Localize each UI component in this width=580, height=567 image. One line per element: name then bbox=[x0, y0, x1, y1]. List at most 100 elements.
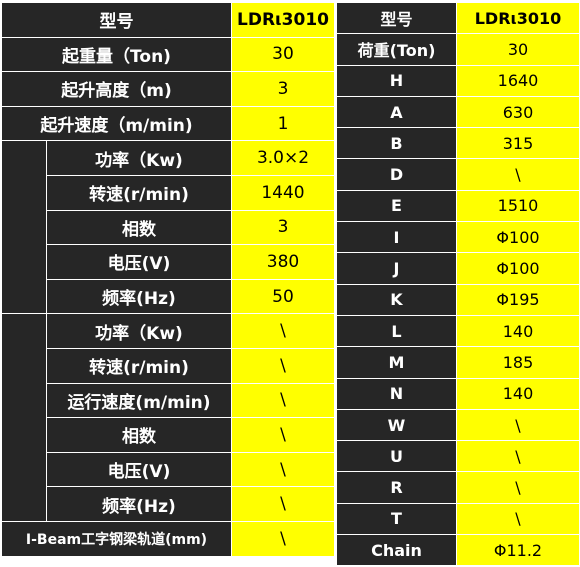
table-row: N 140 bbox=[336, 377, 580, 410]
dim-value: 30 bbox=[456, 33, 580, 66]
table-row: 荷重(Ton) 30 bbox=[336, 33, 580, 66]
table-row: M 185 bbox=[336, 346, 580, 379]
table-row: 起重量（Ton) 30 bbox=[1, 36, 335, 73]
spec-value: \ bbox=[231, 382, 335, 419]
spec-label: 转速(r/min) bbox=[46, 347, 232, 384]
table-row: L 140 bbox=[336, 314, 580, 348]
table-row: 起升高度（m) 3 bbox=[1, 71, 335, 107]
model-value: LDRι3010 bbox=[456, 1, 580, 35]
table-row: D \ bbox=[336, 158, 580, 191]
spec-label: 频率(Hz) bbox=[46, 486, 232, 522]
dim-label: J bbox=[336, 252, 457, 285]
dim-label: U bbox=[336, 440, 457, 473]
table-row: U \ bbox=[336, 440, 580, 473]
dim-label: R bbox=[336, 471, 457, 504]
table-row: 转速(r/min) 1440 bbox=[2, 174, 335, 211]
table-row: 转速(r/min) \ bbox=[2, 347, 335, 384]
spec-label: 相数 bbox=[46, 209, 232, 246]
dim-label: D bbox=[336, 158, 457, 191]
dim-value: 630 bbox=[456, 95, 580, 129]
specs-table-left: 型号 LDRι3010 起重量（Ton) 30 起升高度（m) 3 起升速度（m… bbox=[1, 2, 335, 557]
spec-label: 运行速度(m/min) bbox=[46, 382, 232, 419]
dim-value: Φ11.2 bbox=[456, 534, 580, 567]
spec-label: 相数 bbox=[46, 417, 232, 453]
dim-value: Φ195 bbox=[456, 283, 580, 316]
spec-label: 功率（Kw) bbox=[46, 140, 232, 176]
dim-label: N bbox=[336, 377, 457, 410]
table-row: 运行速度(m/min) \ bbox=[2, 382, 335, 419]
table-row: I Φ100 bbox=[336, 221, 580, 254]
spec-value: \ bbox=[231, 417, 335, 453]
dim-label: W bbox=[336, 408, 457, 442]
spec-label: 功率（Kw) bbox=[46, 313, 232, 349]
dim-label: 荷重(Ton) bbox=[336, 33, 457, 66]
spec-value: 380 bbox=[231, 244, 335, 280]
dim-value: \ bbox=[456, 440, 580, 473]
spec-value: 30 bbox=[231, 36, 335, 73]
spec-value: \ bbox=[231, 451, 335, 488]
table-row: 型号 LDRι3010 bbox=[1, 2, 335, 38]
spec-label: 起重量（Ton) bbox=[1, 36, 232, 73]
dim-value: 185 bbox=[456, 346, 580, 379]
model-label: 型号 bbox=[1, 2, 232, 38]
dim-value: 140 bbox=[456, 377, 580, 410]
table-row: 型号 LDRι3010 bbox=[336, 1, 580, 35]
table-row: 相数 \ bbox=[2, 417, 335, 453]
table-row: J Φ100 bbox=[336, 252, 580, 285]
travel-motor-group-cell bbox=[1, 313, 47, 522]
spec-value: \ bbox=[231, 347, 335, 384]
dim-value: 315 bbox=[456, 127, 580, 160]
dim-label: A bbox=[336, 95, 457, 129]
ibeam-value: \ bbox=[231, 520, 335, 557]
table-row: 相数 3 bbox=[2, 209, 335, 246]
table-row: R \ bbox=[336, 471, 580, 504]
dimensions-table-right: 型号 LDRι3010 荷重(Ton) 30 H 1640 A 630 B 315 D \… bbox=[336, 1, 580, 567]
spec-label: 起升速度（m/min) bbox=[1, 105, 232, 142]
table-row: A 630 bbox=[336, 95, 580, 129]
dim-label: K bbox=[336, 283, 457, 316]
table-row: K Φ195 bbox=[336, 283, 580, 316]
spec-value: 1 bbox=[231, 105, 335, 142]
table-row: 频率(Hz) 50 bbox=[2, 278, 335, 315]
spec-value: \ bbox=[231, 486, 335, 522]
table-row: 起升速度（m/min) 1 bbox=[1, 105, 335, 142]
dim-label: E bbox=[336, 189, 457, 223]
dim-value: \ bbox=[456, 158, 580, 191]
table-row: 电压(V) 380 bbox=[2, 244, 335, 280]
spec-value: 3 bbox=[231, 71, 335, 107]
ibeam-label: I-Beam工字钢梁轨道(mm) bbox=[1, 520, 232, 557]
dim-label: M bbox=[336, 346, 457, 379]
spec-label: 电压(V) bbox=[46, 244, 232, 280]
table-row: 功率（Kw) \ bbox=[1, 313, 335, 522]
spec-label: 频率(Hz) bbox=[46, 278, 232, 315]
dim-label: H bbox=[336, 64, 457, 97]
table-row: B 315 bbox=[336, 127, 580, 160]
spec-value: 1440 bbox=[231, 174, 335, 211]
dim-label: I bbox=[336, 221, 457, 254]
spec-value: 3.0×2 bbox=[231, 140, 335, 176]
spec-label: 转速(r/min) bbox=[46, 174, 232, 211]
dim-value: 1640 bbox=[456, 64, 580, 97]
dim-value: \ bbox=[456, 408, 580, 442]
dim-value: 140 bbox=[456, 314, 580, 348]
spec-value: \ bbox=[231, 313, 335, 349]
hoist-motor-group-cell bbox=[1, 140, 47, 315]
spec-value: 50 bbox=[231, 278, 335, 315]
spec-label: 电压(V) bbox=[46, 451, 232, 488]
table-row: H 1640 bbox=[336, 64, 580, 97]
table-row: Chain Φ11.2 bbox=[336, 534, 580, 567]
dim-value: \ bbox=[456, 502, 580, 536]
dim-label: B bbox=[336, 127, 457, 160]
table-row: E 1510 bbox=[336, 189, 580, 223]
spec-value: 3 bbox=[231, 209, 335, 246]
table-row: 功率（Kw) 3.0×2 bbox=[1, 140, 335, 315]
table-row: I-Beam工字钢梁轨道(mm) \ bbox=[1, 520, 335, 557]
dim-label: L bbox=[336, 314, 457, 348]
dim-value: Φ100 bbox=[456, 252, 580, 285]
model-label: 型号 bbox=[336, 1, 457, 35]
spec-label: 起升高度（m) bbox=[1, 71, 232, 107]
dim-value: 1510 bbox=[456, 189, 580, 223]
dim-label: T bbox=[336, 502, 457, 536]
dim-value: \ bbox=[456, 471, 580, 504]
table-row: 频率(Hz) \ bbox=[2, 486, 335, 522]
